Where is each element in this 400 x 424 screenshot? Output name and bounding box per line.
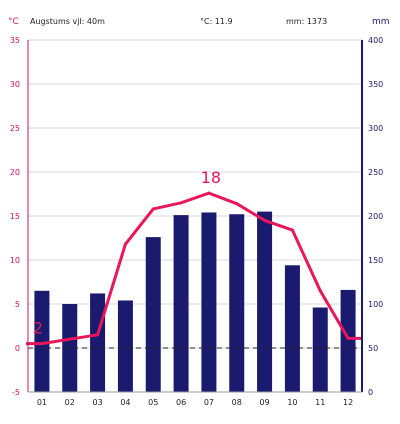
temp-point-09	[263, 218, 267, 222]
left-unit-label: °C	[8, 17, 19, 27]
min-temp-annotation: 2	[33, 319, 43, 338]
x-axis-ticks: 01 02 03 04 05 06 07 08 09 10 11 12	[37, 398, 353, 407]
right-tick-label-400: 400	[368, 36, 383, 45]
station-label: Augstums vjl: 40m	[30, 17, 105, 26]
right-unit-label: mm	[372, 17, 390, 27]
x-tick-label-11: 11	[315, 398, 325, 407]
right-tick-label-200: 200	[368, 212, 383, 221]
left-tick-label--5: -5	[12, 388, 20, 397]
left-tick-label-25: 25	[10, 124, 20, 133]
precip-bar-07	[201, 212, 217, 392]
precip-bar-03	[90, 293, 106, 392]
temp-point-05	[151, 207, 155, 211]
precip-bar-06	[173, 215, 189, 392]
temp-point-10	[290, 228, 294, 232]
x-tick-label-10: 10	[287, 398, 297, 407]
left-tick-label-10: 10	[10, 256, 20, 265]
x-tick-label-06: 06	[176, 398, 186, 407]
temp-point-08	[235, 202, 239, 206]
temp-point-11	[318, 289, 322, 293]
x-tick-label-08: 08	[232, 398, 242, 407]
left-tick-label-0: 0	[15, 344, 20, 353]
axes	[27, 40, 363, 393]
x-tick-label-05: 05	[148, 398, 158, 407]
left-axis-ticks: -5 0 5 10 15 20 25 30 35	[10, 36, 20, 397]
right-tick-label-100: 100	[368, 300, 383, 309]
temp-point-03	[96, 333, 100, 337]
temp-point-04	[123, 242, 127, 246]
temp-point-01	[40, 342, 44, 346]
temperature-polyline	[26, 191, 362, 346]
left-tick-label-35: 35	[10, 36, 20, 45]
temp-point-06	[179, 201, 183, 205]
total-precip-label: mm: 1373	[286, 17, 327, 26]
precip-bar-05	[145, 237, 161, 392]
x-tick-label-09: 09	[259, 398, 269, 407]
precip-bar-09	[257, 211, 273, 392]
precip-bar-04	[117, 300, 133, 392]
precipitation-bars	[34, 211, 356, 392]
x-tick-label-01: 01	[37, 398, 47, 407]
right-tick-label-0: 0	[368, 388, 373, 397]
max-temp-annotation: 18	[201, 168, 221, 187]
right-tick-label-250: 250	[368, 168, 383, 177]
right-tick-label-300: 300	[368, 124, 383, 133]
temp-point-02	[68, 337, 72, 341]
avg-temp-label: °C: 11.9	[200, 17, 233, 26]
left-tick-label-20: 20	[10, 168, 20, 177]
temperature-line	[26, 191, 362, 346]
left-tick-label-5: 5	[15, 300, 20, 309]
precip-bar-01	[34, 290, 50, 392]
x-tick-label-03: 03	[92, 398, 102, 407]
right-axis-ticks: 0 50 100 150 200 250 300 350 400	[368, 36, 383, 397]
x-tick-label-12: 12	[343, 398, 353, 407]
temp-point-07	[207, 191, 211, 195]
left-tick-label-15: 15	[10, 212, 20, 221]
x-tick-label-07: 07	[204, 398, 214, 407]
left-tick-label-30: 30	[10, 80, 20, 89]
temp-point-12	[346, 336, 350, 340]
precip-bar-11	[312, 307, 328, 392]
right-tick-label-150: 150	[368, 256, 383, 265]
x-tick-label-04: 04	[120, 398, 130, 407]
precip-bar-08	[229, 214, 245, 392]
precip-bar-10	[284, 265, 300, 392]
precip-bar-12	[340, 289, 356, 392]
x-tick-label-02: 02	[65, 398, 75, 407]
right-tick-label-350: 350	[368, 80, 383, 89]
precip-bar-02	[62, 304, 78, 392]
right-tick-label-50: 50	[368, 344, 378, 353]
